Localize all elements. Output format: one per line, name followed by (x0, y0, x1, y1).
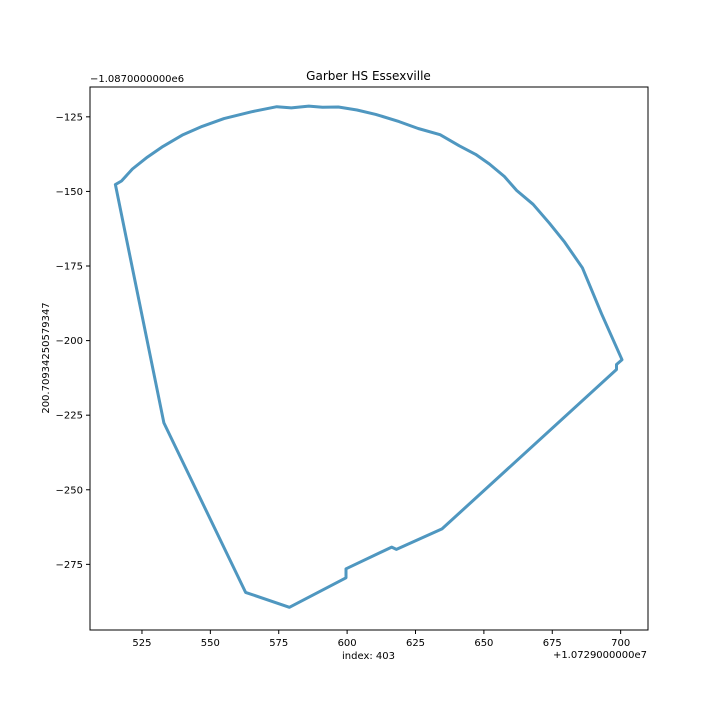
y-tick-label: −125 (56, 112, 83, 123)
y-offset-label: −1.0870000000e6 (90, 74, 184, 85)
x-axis-ticks: 525 550 575 600 625 650 675 700 (132, 630, 630, 649)
y-tick-label: −175 (56, 262, 83, 273)
y-tick-label: −275 (56, 560, 83, 571)
x-tick-label: 575 (269, 638, 288, 649)
y-tick-label: −150 (56, 187, 83, 198)
x-tick-label: 650 (474, 638, 493, 649)
x-axis-label: index: 403 (342, 651, 395, 662)
y-axis-label: 200.70934250579347 (41, 302, 52, 413)
plot-area-frame (89, 86, 649, 631)
y-tick-label: −200 (56, 336, 83, 347)
chart-title: Garber HS Essexville (306, 69, 431, 83)
x-tick-label: 550 (201, 638, 220, 649)
x-offset-label: +1.0729000000e7 (553, 650, 647, 661)
y-tick-label: −250 (56, 485, 83, 496)
series-layer (113, 104, 624, 609)
y-tick-label: −225 (56, 411, 83, 422)
x-tick-label: 700 (611, 638, 630, 649)
x-tick-label: 525 (132, 638, 151, 649)
boundary-line (113, 104, 624, 609)
y-axis-ticks: −125 −150 −175 −200 −225 −250 −275 (56, 112, 90, 571)
x-tick-label: 600 (338, 638, 357, 649)
x-tick-label: 675 (543, 638, 562, 649)
x-tick-label: 625 (406, 638, 425, 649)
